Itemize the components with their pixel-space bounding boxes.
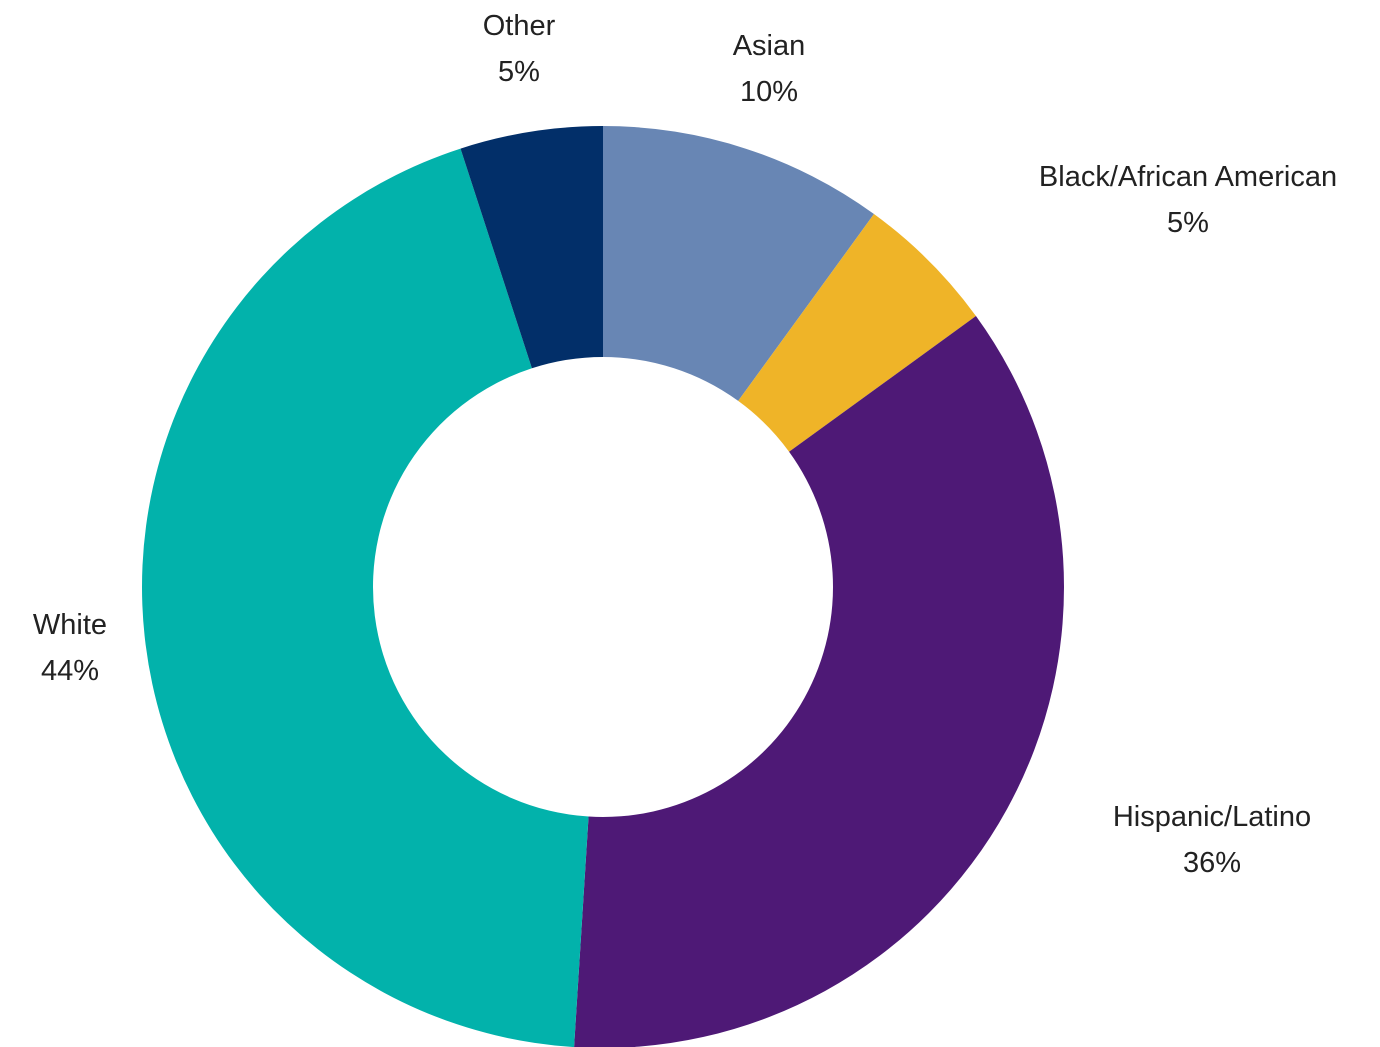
slice-label-value: 36% [1183,847,1241,879]
slice-label-hispanic-latino: Hispanic/Latino 36% [1113,801,1311,879]
slice-label-name: Hispanic/Latino [1113,801,1311,833]
slice-label-name: White [33,609,107,641]
slice-label-name: Asian [733,30,806,62]
slice-label-name: Black/African American [1039,161,1337,193]
slice-label-other: Other 5% [483,10,556,88]
slice-label-value: 5% [498,56,540,88]
slice-asian [603,126,874,401]
slice-label-name: Other [483,10,556,42]
slice-white [142,148,589,1047]
slice-label-white: White 44% [33,609,107,687]
slice-labels: Asian 10% Black/African American 5% Hispanic… [33,10,1337,879]
slice-other [460,126,603,369]
slice-label-value: 5% [1167,207,1209,239]
slice-label-black-african-american: Black/African American 5% [1039,161,1337,239]
slice-black-african-american [738,214,976,452]
slice-hispanic-latino [574,316,1064,1047]
donut-slices [142,126,1064,1047]
slice-label-value: 10% [740,76,798,108]
slice-label-asian: Asian 10% [733,30,806,108]
slice-label-value: 44% [41,655,99,687]
